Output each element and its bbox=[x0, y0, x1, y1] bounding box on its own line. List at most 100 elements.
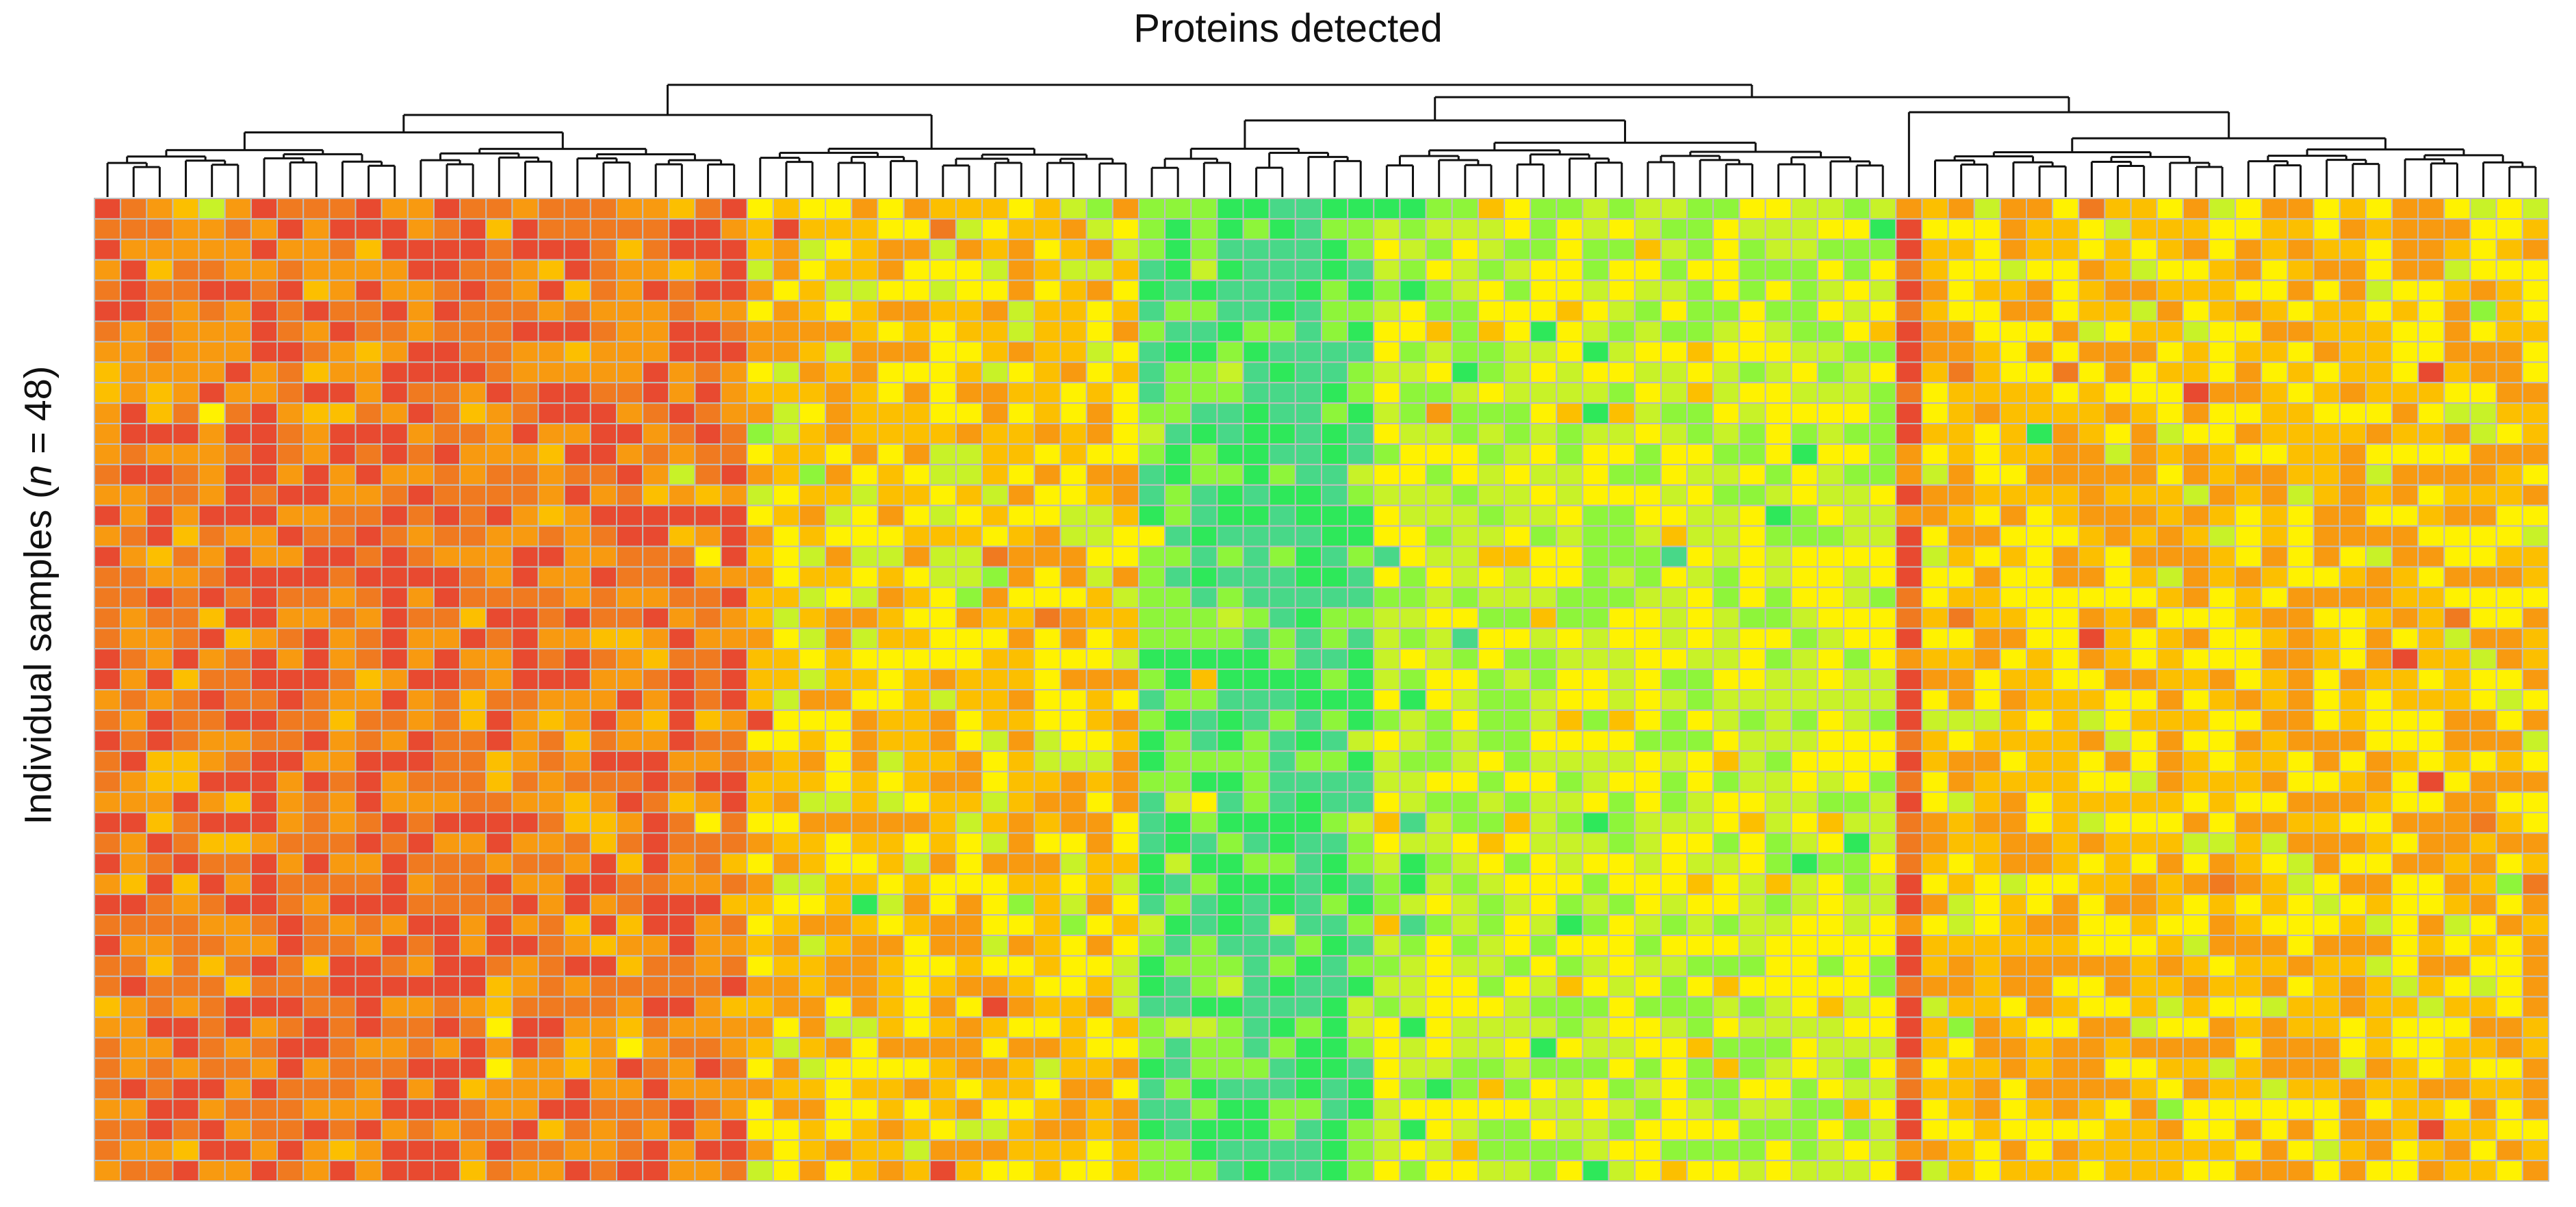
heatmap-cell bbox=[146, 955, 174, 977]
heatmap-cell bbox=[329, 894, 357, 916]
heatmap-cell bbox=[2052, 689, 2080, 711]
heatmap-cell bbox=[1582, 669, 1610, 691]
heatmap-cell bbox=[694, 1160, 722, 1182]
heatmap-cell bbox=[2182, 504, 2211, 527]
heatmap-cell bbox=[407, 382, 435, 404]
heatmap-cell bbox=[198, 1160, 226, 1182]
heatmap-cell bbox=[1321, 279, 1349, 302]
heatmap-cell bbox=[2261, 914, 2289, 936]
heatmap-cell bbox=[433, 1098, 461, 1121]
heatmap-cell bbox=[1373, 729, 1401, 752]
heatmap-cell bbox=[2521, 729, 2550, 752]
heatmap-cell bbox=[2208, 320, 2237, 343]
heatmap-cell bbox=[1556, 218, 1584, 240]
heatmap-cell bbox=[1686, 259, 1714, 281]
heatmap-cell bbox=[2313, 382, 2341, 404]
heatmap-cell bbox=[589, 1078, 617, 1100]
heatmap-cell bbox=[955, 423, 983, 445]
heatmap-cell bbox=[1007, 525, 1035, 547]
heatmap-cell bbox=[250, 975, 279, 998]
heatmap-cell bbox=[302, 627, 331, 650]
heatmap-cell bbox=[250, 955, 279, 977]
heatmap-cell bbox=[694, 1098, 722, 1121]
heatmap-cell bbox=[2469, 648, 2497, 671]
heatmap-cell bbox=[2130, 504, 2158, 527]
heatmap-cell bbox=[2339, 832, 2367, 855]
heatmap-cell bbox=[1164, 729, 1192, 752]
heatmap-cell bbox=[903, 1160, 931, 1182]
heatmap-cell bbox=[1869, 1057, 1897, 1080]
heatmap-cell bbox=[2208, 279, 2237, 302]
heatmap-cell bbox=[720, 443, 748, 465]
heatmap-cell bbox=[2234, 812, 2263, 834]
heatmap-cell bbox=[1816, 1037, 1844, 1059]
heatmap-cell bbox=[1790, 627, 1818, 650]
heatmap-cell bbox=[563, 1139, 591, 1162]
heatmap-cell bbox=[1007, 238, 1035, 261]
heatmap-cell bbox=[2495, 525, 2523, 547]
heatmap-cell bbox=[1947, 300, 1975, 322]
heatmap-cell bbox=[2313, 279, 2341, 302]
heatmap-cell bbox=[1608, 627, 1636, 650]
heatmap-cell bbox=[615, 955, 644, 977]
heatmap-cell bbox=[2234, 1016, 2263, 1039]
heatmap-cell bbox=[2365, 1098, 2393, 1121]
heatmap-cell bbox=[224, 1057, 252, 1080]
heatmap-cell bbox=[355, 320, 383, 343]
heatmap-cell bbox=[120, 1057, 148, 1080]
heatmap-cell bbox=[851, 566, 879, 588]
heatmap-cell bbox=[1111, 812, 1139, 834]
heatmap-cell bbox=[1947, 791, 1975, 814]
heatmap-cell bbox=[1451, 1098, 1479, 1121]
heatmap-cell bbox=[1059, 586, 1087, 609]
heatmap-cell bbox=[2104, 423, 2132, 445]
heatmap-cell bbox=[1137, 443, 1166, 465]
heatmap-cell bbox=[929, 914, 957, 936]
heatmap-cell bbox=[1999, 545, 2028, 568]
heatmap-cell bbox=[2261, 729, 2289, 752]
heatmap-cell bbox=[694, 1037, 722, 1059]
heatmap-cell bbox=[2313, 361, 2341, 384]
heatmap-cell bbox=[2417, 1098, 2445, 1121]
heatmap-cell bbox=[1294, 894, 1322, 916]
heatmap-cell bbox=[1111, 607, 1139, 630]
heatmap-cell bbox=[433, 1016, 461, 1039]
heatmap-cell bbox=[1869, 566, 1897, 588]
heatmap-cell bbox=[1059, 320, 1087, 343]
heatmap-cell bbox=[1373, 259, 1401, 281]
heatmap-cell bbox=[589, 729, 617, 752]
heatmap-cell bbox=[1033, 423, 1061, 445]
heatmap-cell bbox=[94, 935, 122, 957]
heatmap-cell bbox=[2104, 729, 2132, 752]
heatmap-cell bbox=[563, 279, 591, 302]
heatmap-cell bbox=[1921, 586, 1949, 609]
heatmap-cell bbox=[1085, 504, 1113, 527]
heatmap-cell bbox=[1712, 443, 1740, 465]
heatmap-cell bbox=[2469, 873, 2497, 896]
heatmap-cell bbox=[2156, 1098, 2184, 1121]
heatmap-cell bbox=[2078, 218, 2106, 240]
heatmap-cell bbox=[2182, 423, 2211, 445]
heatmap-cell bbox=[1137, 1160, 1166, 1182]
heatmap-cell bbox=[615, 525, 644, 547]
heatmap-cell bbox=[1347, 1037, 1375, 1059]
heatmap-cell bbox=[407, 1037, 435, 1059]
heatmap-cell bbox=[381, 1119, 409, 1141]
heatmap-cell bbox=[2417, 729, 2445, 752]
heatmap-cell bbox=[1973, 1037, 2001, 1059]
heatmap-cell bbox=[485, 1078, 513, 1100]
heatmap-cell bbox=[224, 1037, 252, 1059]
heatmap-cell bbox=[250, 320, 279, 343]
heatmap-cell bbox=[589, 1139, 617, 1162]
heatmap-cell bbox=[2417, 1160, 2445, 1182]
heatmap-cell bbox=[1530, 729, 1558, 752]
heatmap-cell bbox=[563, 382, 591, 404]
heatmap-cell bbox=[2182, 402, 2211, 425]
heatmap-cell bbox=[877, 1160, 905, 1182]
heatmap-cell bbox=[1451, 504, 1479, 527]
heatmap-cell bbox=[459, 669, 487, 691]
heatmap-cell bbox=[1608, 996, 1636, 1018]
heatmap-cell bbox=[1660, 525, 1688, 547]
heatmap-cell bbox=[2052, 198, 2080, 220]
heatmap-cell bbox=[1947, 402, 1975, 425]
